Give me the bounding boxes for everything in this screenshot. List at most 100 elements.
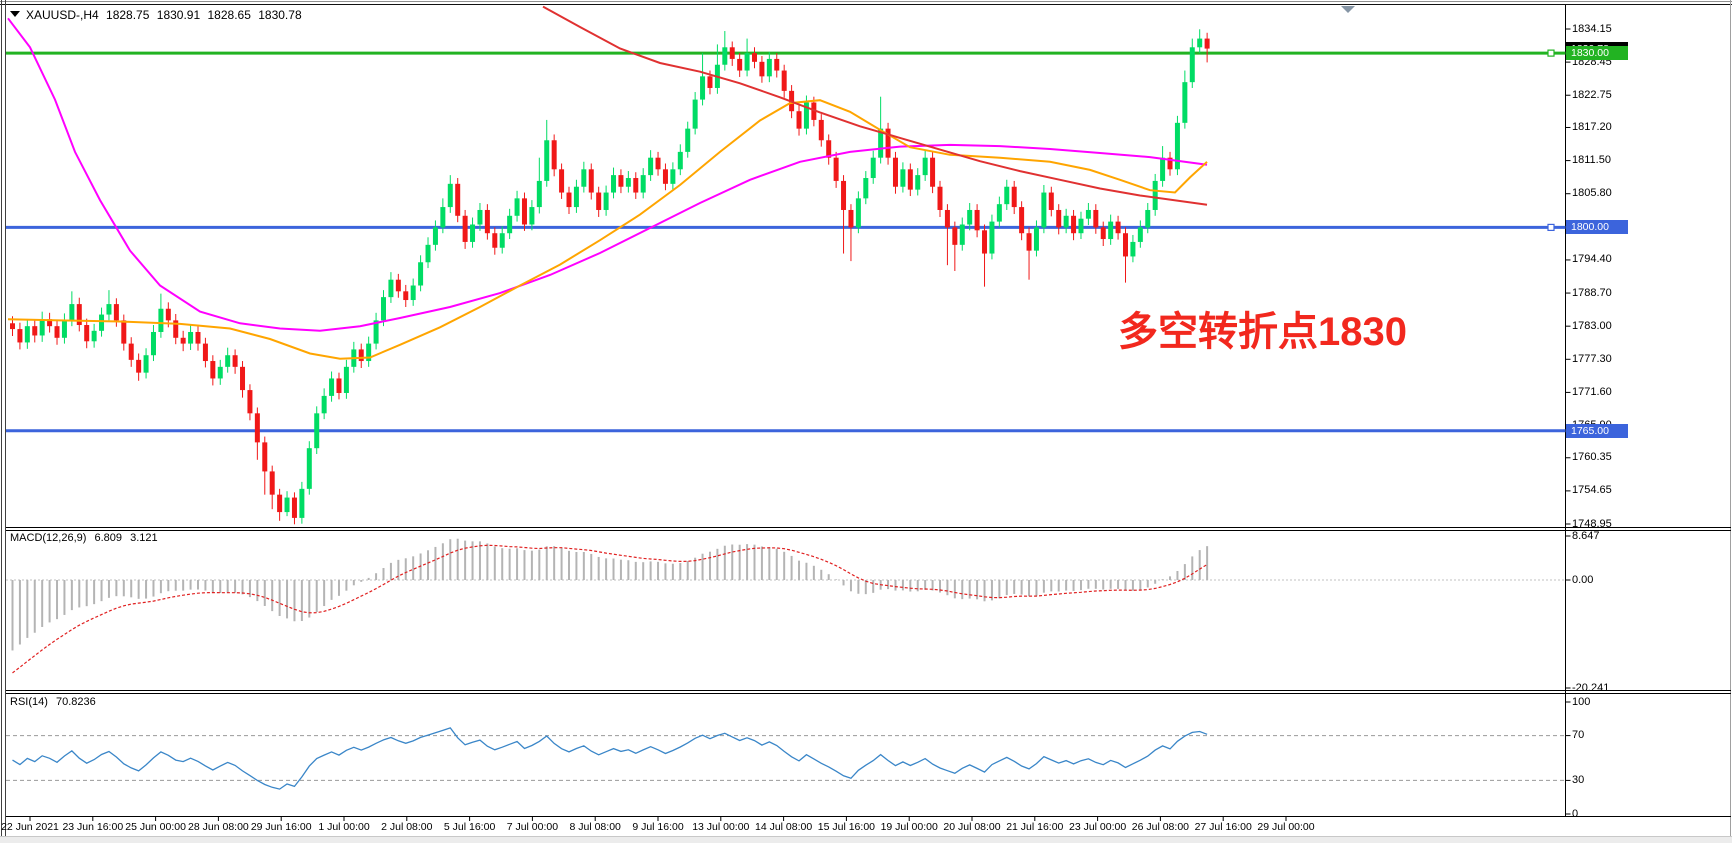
candle-body [217,366,223,379]
candle-body [158,308,164,332]
time-axis-label[interactable]: 2 Jul 08:00 [381,821,433,833]
candle-body [1019,207,1025,234]
macd-signal-line [12,544,1208,674]
candle-body [878,128,884,158]
candle-body [974,209,980,231]
candle-body [596,192,602,210]
time-axis-label[interactable]: 9 Jul 16:00 [632,821,684,833]
candle-body [262,442,268,472]
candle-body [247,390,253,414]
candle-body [900,169,906,187]
candle-body [729,47,735,59]
time-axis-label[interactable]: 15 Jul 16:00 [817,821,875,833]
candle-body [291,497,297,518]
candle-body [113,304,119,321]
macd-axis-label: -20.241 [1572,681,1610,694]
rsi-axis-label: 70 [1572,729,1585,742]
candle-body [47,319,53,327]
candle-body [766,58,772,77]
candle-body [173,320,179,338]
chart-text-annotation[interactable]: 多空转折点1830 [1118,310,1407,354]
candle-body [1167,157,1173,170]
candle-body [1093,209,1099,228]
candle-body [69,304,75,321]
candle-body [470,224,476,242]
candle-body [432,227,438,245]
candle-body [529,207,535,225]
candle-body [774,58,780,71]
candle-body [848,209,854,228]
candle-body [484,209,490,234]
time-axis-label[interactable]: 23 Jul 00:00 [1068,821,1127,833]
candle-body [321,395,327,414]
candle-body [952,227,958,245]
time-axis-label[interactable]: 22 Jun 2021 [1,821,59,833]
ohlc-high: 1830.91 [156,8,201,22]
candle-body [128,343,134,360]
candle-body [996,204,1002,222]
candle-body [395,279,401,292]
time-axis-label[interactable]: 14 Jul 08:00 [754,821,813,833]
price-axis-label: 1794.40 [1572,253,1612,266]
candle-body [150,331,156,356]
candle-body [284,497,290,513]
time-axis-label[interactable]: 20 Jul 08:00 [943,821,1001,833]
hline-handle[interactable] [1547,223,1555,232]
candle-body [299,488,305,518]
ma-fast-magenta[interactable] [7,17,1208,332]
candle-body [989,221,995,254]
candle-body [455,183,461,216]
time-axis-label[interactable]: 28 Jun 08:00 [188,821,249,833]
hline-handle[interactable] [1547,49,1555,57]
candle-body [907,169,913,190]
time-axis-label[interactable]: 29 Jun 16:00 [250,821,312,833]
candle-body [1130,241,1136,257]
candle-body [685,128,691,152]
candle-body [752,53,757,62]
time-axis-label[interactable]: 25 Jun 00:00 [125,821,186,833]
time-axis-label[interactable]: 19 Jul 00:00 [880,821,938,833]
candle-body [232,355,238,367]
time-axis-label[interactable]: 26 Jul 08:00 [1131,821,1189,833]
rsi-name: RSI(14) [10,696,48,708]
macd-axis-label: 8.647 [1572,529,1600,542]
price-axis-label: 1760.35 [1572,451,1612,464]
candle-body [677,151,683,170]
time-axis-label[interactable]: 8 Jul 08:00 [569,821,621,833]
time-axis-label[interactable]: 5 Jul 16:00 [443,821,496,833]
candle-body [329,378,335,396]
ma-mid-orange[interactable] [7,99,1208,360]
candle-body [99,314,105,331]
candle-body [1026,233,1032,251]
price-axis-label: 1834.15 [1572,22,1612,35]
scroll-to-end-icon[interactable] [1341,6,1355,13]
candle-body [143,355,149,373]
candle-body [707,76,713,88]
candle-body [388,279,394,298]
ma-slow-red[interactable] [542,5,1208,206]
time-axis-label[interactable]: 29 Jul 00:00 [1257,821,1315,833]
candle-body [967,209,973,225]
time-axis-label[interactable]: 7 Jul 00:00 [506,821,559,833]
candle-body [1197,38,1203,48]
candle-body [254,413,260,443]
candle-body [722,47,728,65]
candle-body [930,157,936,187]
candle-body [566,192,572,208]
candle-body [1048,192,1054,210]
candle-body [136,359,142,373]
time-axis-label[interactable]: 1 Jul 00:00 [318,821,370,833]
candle-body [1123,233,1128,257]
symbol-dropdown-icon[interactable] [10,11,20,17]
candle-body [536,180,542,208]
time-axis-label[interactable]: 13 Jul 00:00 [692,821,750,833]
rsi-value: 70.8236 [55,696,96,708]
time-axis-label[interactable]: 23 Jun 16:00 [62,821,124,833]
time-axis-label[interactable]: 21 Jul 16:00 [1006,821,1064,833]
candle-body [611,175,617,193]
time-axis-label[interactable]: 27 Jul 16:00 [1194,821,1252,833]
candle-body [1078,218,1084,234]
candle-body [1011,186,1017,208]
